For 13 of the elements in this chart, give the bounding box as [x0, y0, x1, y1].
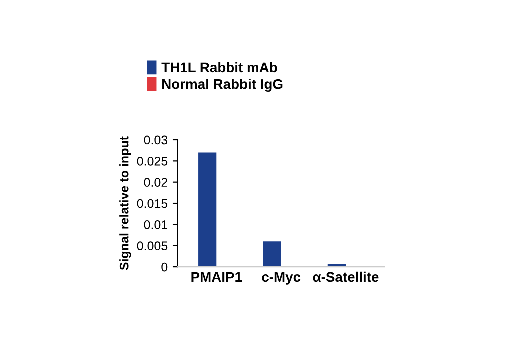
x-tick-label: PMAIP1 [192, 272, 242, 282]
y-axis-title: Signal relative to input [120, 136, 132, 270]
x-tick-label: α-Satellite [313, 272, 379, 282]
y-tick-label: 0.02 [144, 178, 168, 187]
legend-label: Normal Rabbit IgG [162, 79, 283, 92]
y-tick-label: 0.025 [137, 156, 168, 166]
y-tick-label: 0.01 [144, 220, 168, 230]
y-tick-label: 0.03 [144, 136, 168, 145]
y-tick-label: 0.005 [137, 242, 168, 251]
y-tick-label: 0 [162, 262, 168, 272]
x-tick-label: c-Myc [262, 272, 301, 285]
y-tick-label: 0.015 [137, 199, 168, 208]
legend-label: TH1L Rabbit mAb [162, 62, 278, 73]
